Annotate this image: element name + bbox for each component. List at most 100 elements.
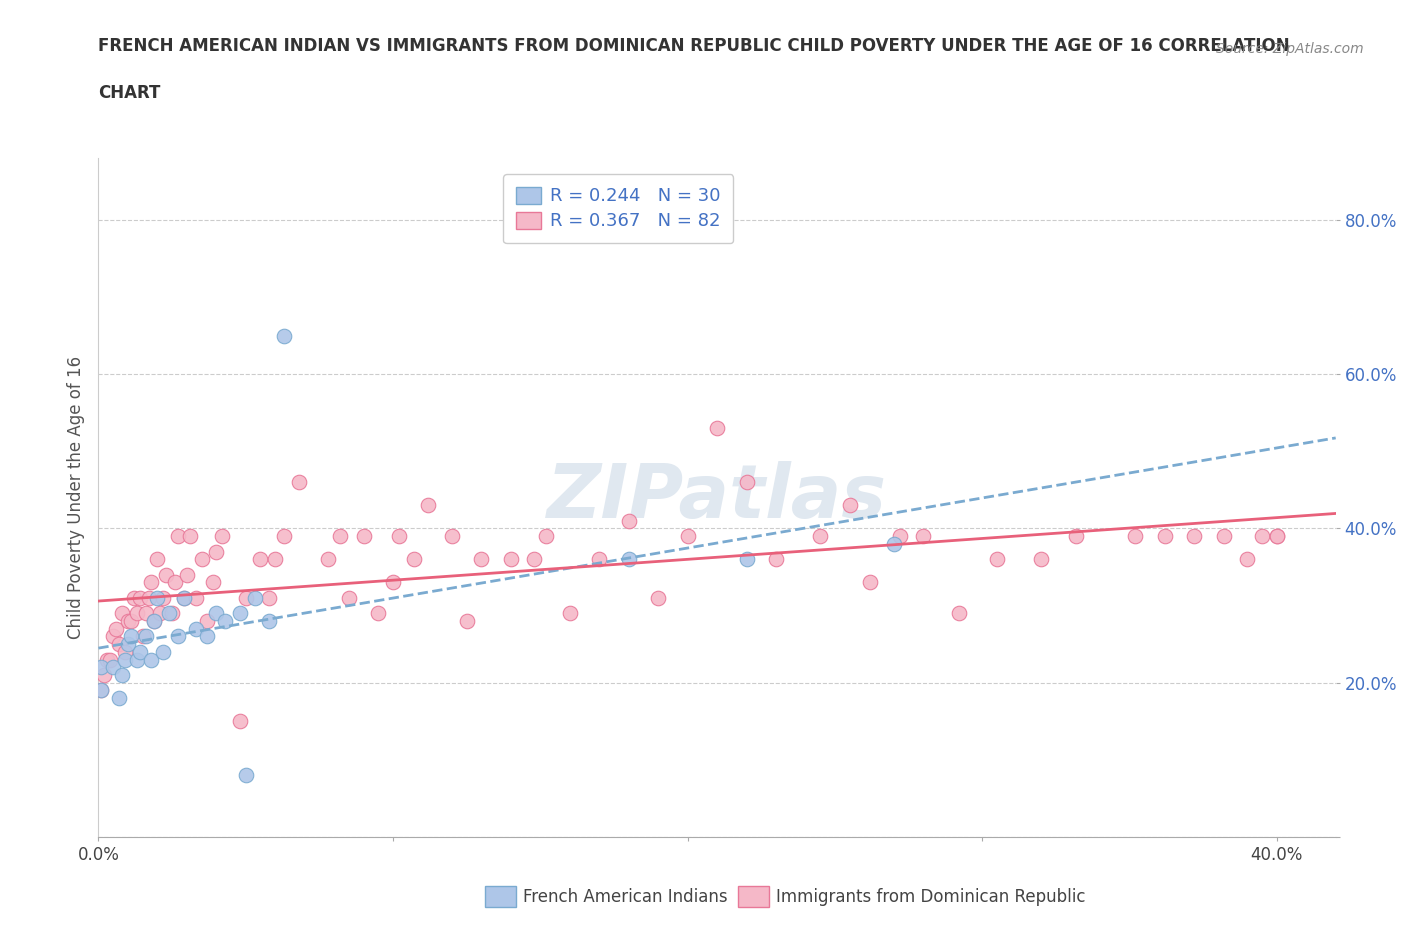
Point <box>273 528 295 543</box>
Point <box>90 660 112 675</box>
Point <box>202 575 225 590</box>
Point <box>859 575 882 590</box>
Point <box>93 668 115 683</box>
Point <box>838 498 860 512</box>
Point <box>588 551 610 566</box>
Point <box>249 551 271 566</box>
Point <box>90 683 112 698</box>
Point <box>1182 528 1205 543</box>
Point <box>146 551 169 566</box>
Text: ZIPatlas: ZIPatlas <box>547 461 887 534</box>
Point <box>264 551 287 566</box>
Point <box>190 551 212 566</box>
Point <box>418 498 440 512</box>
Point <box>440 528 463 543</box>
Point <box>152 591 174 605</box>
Point <box>259 591 281 605</box>
Point <box>138 591 160 605</box>
Legend: R = 0.244   N = 30, R = 0.367   N = 82: R = 0.244 N = 30, R = 0.367 N = 82 <box>503 174 733 243</box>
Point <box>108 637 131 652</box>
Point <box>90 683 112 698</box>
Point <box>179 528 201 543</box>
Point <box>735 551 758 566</box>
Point <box>329 528 352 543</box>
Point <box>128 591 150 605</box>
Point <box>367 605 389 620</box>
Point <box>184 621 207 636</box>
Point <box>229 605 252 620</box>
Point <box>1251 528 1274 543</box>
Point <box>1029 551 1052 566</box>
Point <box>173 591 195 605</box>
Point <box>96 652 118 667</box>
Point <box>176 567 198 582</box>
Text: Source: ZipAtlas.com: Source: ZipAtlas.com <box>1216 42 1364 56</box>
Point <box>173 591 195 605</box>
Point <box>1153 528 1175 543</box>
Point <box>111 605 134 620</box>
Point <box>211 528 233 543</box>
Point <box>912 528 935 543</box>
Point <box>135 629 157 644</box>
Point <box>1066 528 1088 543</box>
Point <box>105 621 128 636</box>
Point <box>149 605 172 620</box>
Point <box>214 614 236 629</box>
Point <box>155 567 177 582</box>
Point <box>141 652 163 667</box>
Point <box>184 591 207 605</box>
Point <box>337 591 360 605</box>
Point <box>128 644 150 659</box>
Point <box>1265 528 1288 543</box>
Point <box>120 629 142 644</box>
Point <box>273 328 295 343</box>
Point <box>765 551 787 566</box>
Point <box>157 605 180 620</box>
Point <box>167 629 190 644</box>
Point <box>1125 528 1147 543</box>
Point <box>125 605 148 620</box>
Point <box>229 714 252 729</box>
Point <box>402 551 425 566</box>
Point <box>160 605 183 620</box>
Point <box>141 575 163 590</box>
Point <box>243 591 266 605</box>
Point <box>647 591 669 605</box>
Point <box>558 605 581 620</box>
Y-axis label: Child Poverty Under the Age of 16: Child Poverty Under the Age of 16 <box>66 356 84 639</box>
Point <box>735 474 758 489</box>
Point <box>125 652 148 667</box>
Point <box>617 551 640 566</box>
Point <box>197 629 219 644</box>
Point <box>259 614 281 629</box>
Point <box>152 644 174 659</box>
Point <box>114 644 136 659</box>
Point <box>135 605 157 620</box>
Point <box>167 528 190 543</box>
Point <box>287 474 309 489</box>
Point <box>1212 528 1234 543</box>
Point <box>889 528 911 543</box>
Point <box>948 605 970 620</box>
Point <box>617 513 640 528</box>
Point <box>986 551 1008 566</box>
Point <box>117 614 139 629</box>
Point <box>146 591 169 605</box>
Point <box>120 614 142 629</box>
Point <box>143 614 166 629</box>
Point <box>117 637 139 652</box>
Point <box>353 528 375 543</box>
Text: FRENCH AMERICAN INDIAN VS IMMIGRANTS FROM DOMINICAN REPUBLIC CHILD POVERTY UNDER: FRENCH AMERICAN INDIAN VS IMMIGRANTS FRO… <box>98 37 1291 55</box>
Point <box>676 528 699 543</box>
Point <box>205 605 228 620</box>
Point <box>235 768 257 783</box>
Point <box>382 575 405 590</box>
Point <box>456 614 478 629</box>
Point <box>108 691 131 706</box>
Point <box>883 537 905 551</box>
Point <box>101 660 124 675</box>
Point <box>388 528 411 543</box>
Point <box>205 544 228 559</box>
Text: Immigrants from Dominican Republic: Immigrants from Dominican Republic <box>776 887 1085 906</box>
Point <box>163 575 186 590</box>
